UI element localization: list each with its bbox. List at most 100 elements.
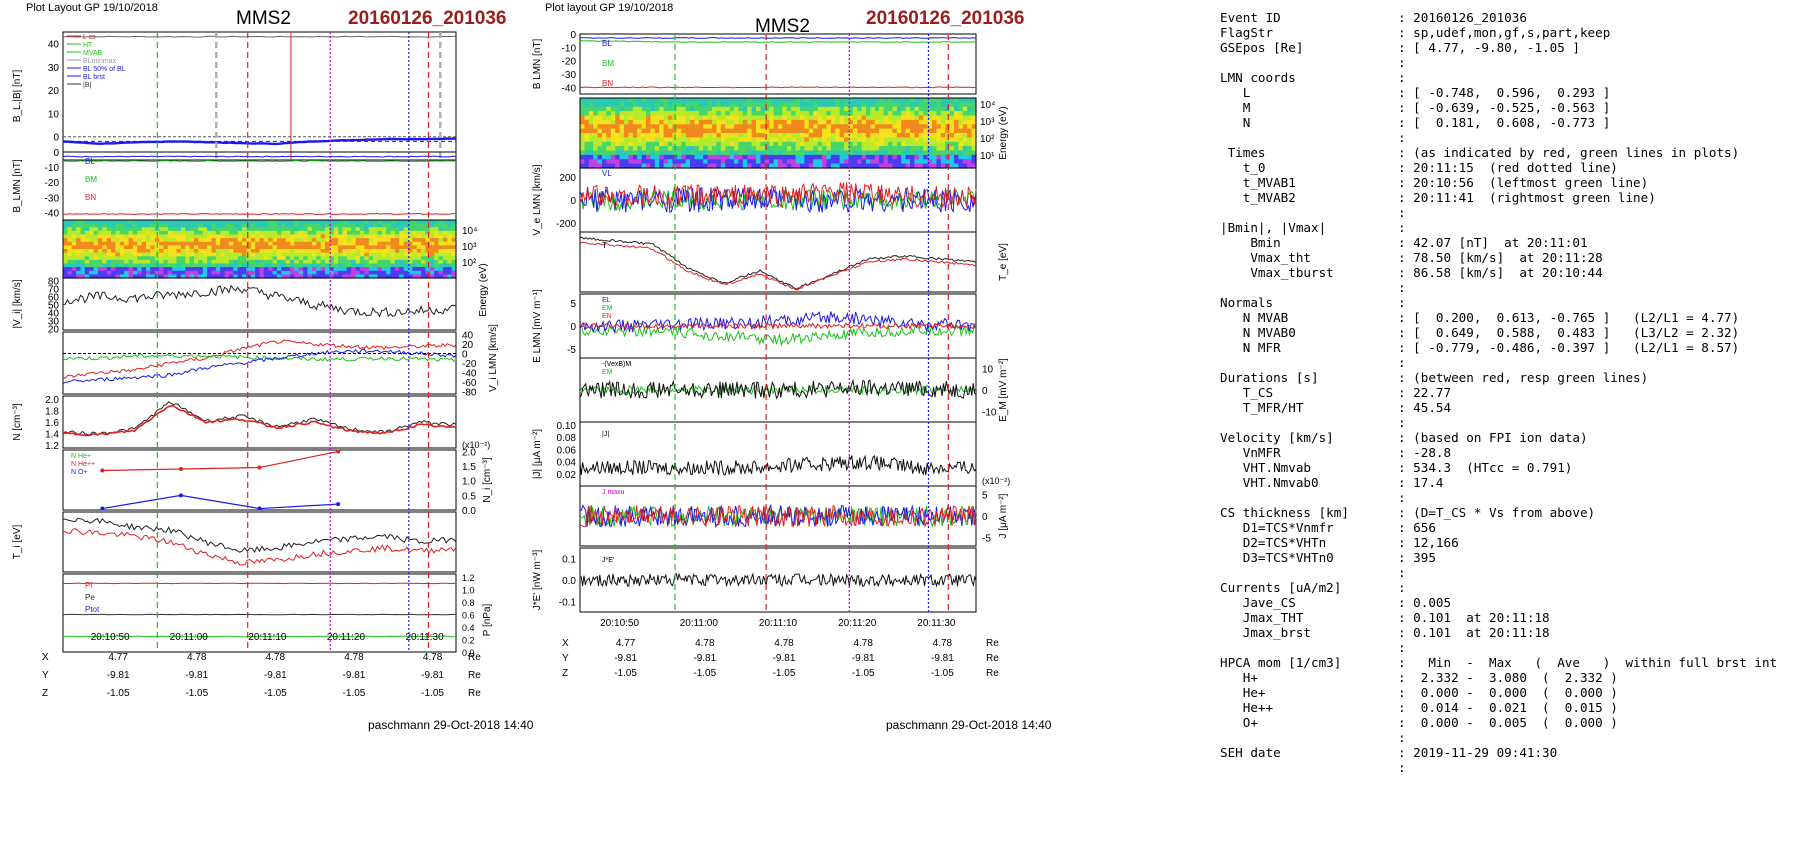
spectrogram-cell [268,270,274,275]
spectrogram-cell [106,234,112,239]
spectrogram-cell [580,150,585,156]
spectrogram-cell [958,119,964,125]
spectrogram-cell [641,111,647,117]
spectrogram-cell [359,256,365,261]
spectrogram-cell [760,146,766,152]
spectrogram-cell [870,106,876,112]
spectrogram-cell [949,102,955,108]
spectrogram-cell [215,249,221,254]
spectrogram-cell [888,133,893,138]
spectrogram-cell [207,234,213,239]
spectrogram-cell [654,124,660,130]
spectrogram-cell [146,270,151,275]
spectrogram-cell [940,150,946,156]
spectrogram-cell [386,249,392,254]
spectrogram-cell [408,256,413,261]
spectrogram-cell [416,270,422,275]
spectrogram-cell [690,163,695,169]
spectrogram-cell [342,270,348,275]
spectrogram-cell [927,163,933,169]
spectrogram-cell [654,159,660,165]
spectrogram-cell [416,241,422,246]
spectrogram-cell [307,238,313,243]
spectrogram-cell [303,220,309,225]
spectrogram-cell [786,150,792,156]
spectrogram-cell [342,256,348,261]
spectrogram-cell [742,163,748,169]
spectrogram-cell [290,234,296,239]
spectrogram-cell [255,263,261,268]
spectrogram-cell [189,223,195,228]
spectrogram-cell [373,259,378,265]
spectrogram-cell [434,249,440,254]
spectrogram-cell [914,102,920,108]
spectrogram-cell [355,227,361,232]
spectrogram-cell [742,137,748,143]
spectrogram-cell [80,234,86,239]
spectrogram-cell [124,234,130,239]
spectrogram-cell [949,146,955,152]
spectrogram-cell [830,154,836,160]
summary-row: t_MVAB1: 20:10:56 (leftmost green line) [1220,175,1777,190]
series-VexB [579,378,977,400]
x-tick: 20:11:20 [838,618,877,629]
spectrogram-cell [813,154,819,160]
spectrogram-cell [795,124,801,130]
spectrogram-cell [434,227,440,232]
spectrogram-cell [773,141,779,147]
summary-value: : 20:10:56 (leftmost green line) [1398,175,1649,190]
spectrogram-cell [967,133,973,138]
pos-value: -1.05 [852,668,875,679]
spectrogram-cell [416,252,422,257]
spectrogram-cell [866,124,871,130]
spectrogram-cell [720,128,726,134]
spectrogram-cell [373,270,378,275]
spectrogram-cell [408,274,413,279]
spectrogram-cell [250,223,256,228]
spectrogram-cell [861,137,867,143]
legend-item: Pi [85,581,92,590]
x-tick: 20:10:50 [91,632,130,643]
pos-value: -1.05 [614,668,637,679]
spectrogram-cell [228,263,234,268]
spectrogram-cell [228,274,234,279]
spectrogram-cell [285,234,291,239]
spectrogram-cell [694,111,700,117]
spectrogram-cell [442,263,448,268]
y-tick: 0.8 [462,598,475,608]
spectrogram-cell [268,252,274,257]
pos-value: 4.78 [774,638,794,649]
legend-item: -(VexB)M [602,361,631,368]
spectrogram-cell [233,220,239,225]
spectrogram-cell [338,256,344,261]
spectrogram-cell [416,227,422,232]
spectrogram-cell [307,234,313,239]
spectrogram-cell [782,137,788,143]
spectrogram-cell [281,245,287,250]
spectrogram-cell [756,163,761,169]
spectrogram-cell [822,146,827,152]
spectrogram-cell [659,159,665,165]
summary-row: : [1220,205,1777,220]
spectrogram-cell [936,133,942,138]
spectrogram-cell [80,223,86,228]
spectrogram-cell [610,133,616,138]
spectrogram-cell [949,124,955,130]
spectrogram-cell [399,234,405,239]
spectrogram-cell [447,238,453,243]
spectrogram-cell [442,256,448,261]
spectrogram-cell [233,256,239,261]
y-tick: 10¹ [980,151,995,162]
spectrogram-cell [910,137,915,143]
spectrogram-cell [163,234,169,239]
spectrogram-cell [668,163,673,169]
spectrogram-cell [632,119,638,125]
spectrogram-cell [619,111,625,117]
legend-item: |B| [83,82,91,89]
spectrogram-cell [738,124,744,130]
spectrogram-cell [228,238,234,243]
spectrogram-cell [259,227,265,232]
spectrogram-cell [694,128,700,134]
spectrogram-cell [290,241,296,246]
spectrogram-cell [637,119,643,125]
